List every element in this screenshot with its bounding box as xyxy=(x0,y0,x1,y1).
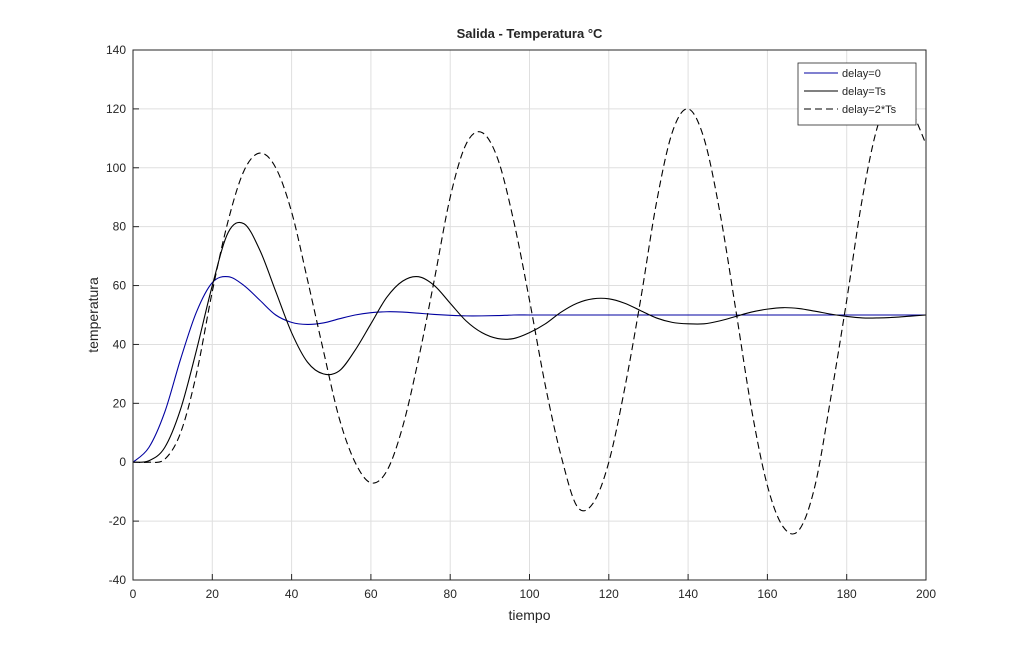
data-line xyxy=(132,221,927,463)
x-tick-label: 100 xyxy=(519,587,539,601)
x-tick-label: 80 xyxy=(444,587,458,601)
legend-label: delay=0 xyxy=(842,68,881,80)
y-tick-label: 20 xyxy=(113,396,127,410)
x-tick-label: 20 xyxy=(206,587,220,601)
y-axis-label: temperatura xyxy=(85,277,101,353)
x-tick-label: 180 xyxy=(837,587,857,601)
y-tick-label: 40 xyxy=(113,337,127,351)
data-line xyxy=(132,276,926,463)
y-tick-label: -40 xyxy=(109,573,127,587)
x-tick-label: 0 xyxy=(130,587,137,601)
x-tick-label: 40 xyxy=(285,587,299,601)
x-tick-label: 160 xyxy=(757,587,777,601)
legend-label: delay=2*Ts xyxy=(842,104,897,116)
y-tick-label: 0 xyxy=(119,455,126,469)
y-tick-label: 140 xyxy=(106,43,126,57)
y-tick-label: 80 xyxy=(113,220,127,234)
x-axis-label: tiempo xyxy=(508,607,550,623)
x-tick-label: 140 xyxy=(678,587,698,601)
x-tick-label: 200 xyxy=(916,587,936,601)
x-tick-label: 120 xyxy=(599,587,619,601)
legend-label: delay=Ts xyxy=(842,86,886,98)
y-tick-label: 60 xyxy=(113,279,127,293)
chart-title: Salida - Temperatura °C xyxy=(457,26,603,41)
y-tick-label: 120 xyxy=(106,102,126,116)
y-tick-label: -20 xyxy=(109,514,127,528)
x-tick-label: 60 xyxy=(364,587,378,601)
y-tick-label: 100 xyxy=(106,161,126,175)
